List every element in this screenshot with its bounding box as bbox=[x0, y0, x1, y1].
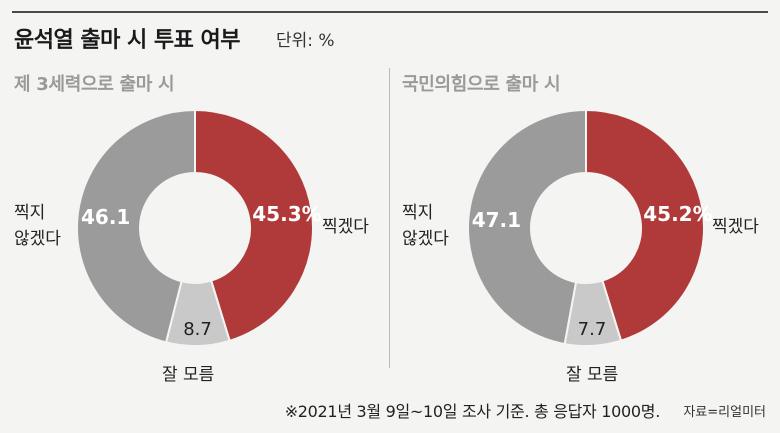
slice-no bbox=[467, 108, 587, 346]
donut-chart-right: 45.2% 7.7 47.1 bbox=[467, 108, 713, 347]
slice-no-value-label: 47.1 bbox=[472, 208, 521, 232]
slice-no-value-label: 46.1 bbox=[81, 205, 130, 229]
label-unsure-left: 잘 모름 bbox=[162, 365, 215, 385]
label-no-line2: 않겠다 bbox=[402, 229, 449, 249]
slice-yes-value-label: 45.2% bbox=[643, 202, 712, 226]
panel-title-left: 제 3세력으로 출마 시 bbox=[14, 74, 175, 95]
slice-yes-value-label: 45.3% bbox=[252, 202, 321, 226]
label-no-line1: 찍지 bbox=[14, 203, 46, 223]
top-rule bbox=[12, 11, 768, 13]
slice-unsure-value-label: 8.7 bbox=[183, 319, 212, 340]
chart-title: 윤석열 출마 시 투표 여부 bbox=[14, 28, 241, 53]
slice-yes bbox=[194, 108, 314, 343]
footnote: ※2021년 3월 9일~10일 조사 기준. 총 응답자 1000명. bbox=[284, 402, 661, 421]
label-unsure-right: 잘 모름 bbox=[566, 365, 619, 385]
panel-divider bbox=[389, 68, 390, 368]
slice-unsure-value-label: 7.7 bbox=[578, 319, 607, 340]
label-no-line1: 찍지 bbox=[402, 203, 434, 223]
panel-title-right: 국민의힘으로 출마 시 bbox=[402, 74, 561, 95]
label-no-right: 찍지 않겠다 bbox=[402, 200, 449, 252]
slice-yes bbox=[585, 108, 705, 342]
label-yes-right: 찍겠다 bbox=[712, 217, 759, 237]
label-yes-left: 찍겠다 bbox=[322, 217, 369, 237]
label-no-left: 찍지 않겠다 bbox=[14, 200, 61, 252]
label-no-line2: 않겠다 bbox=[14, 229, 61, 249]
unit-label: 단위: % bbox=[276, 31, 335, 51]
slice-no bbox=[76, 108, 196, 344]
donut-chart-left: 45.3% 8.7 46.1 bbox=[76, 108, 322, 347]
source-credit: 자료=리얼미터 bbox=[683, 405, 766, 420]
